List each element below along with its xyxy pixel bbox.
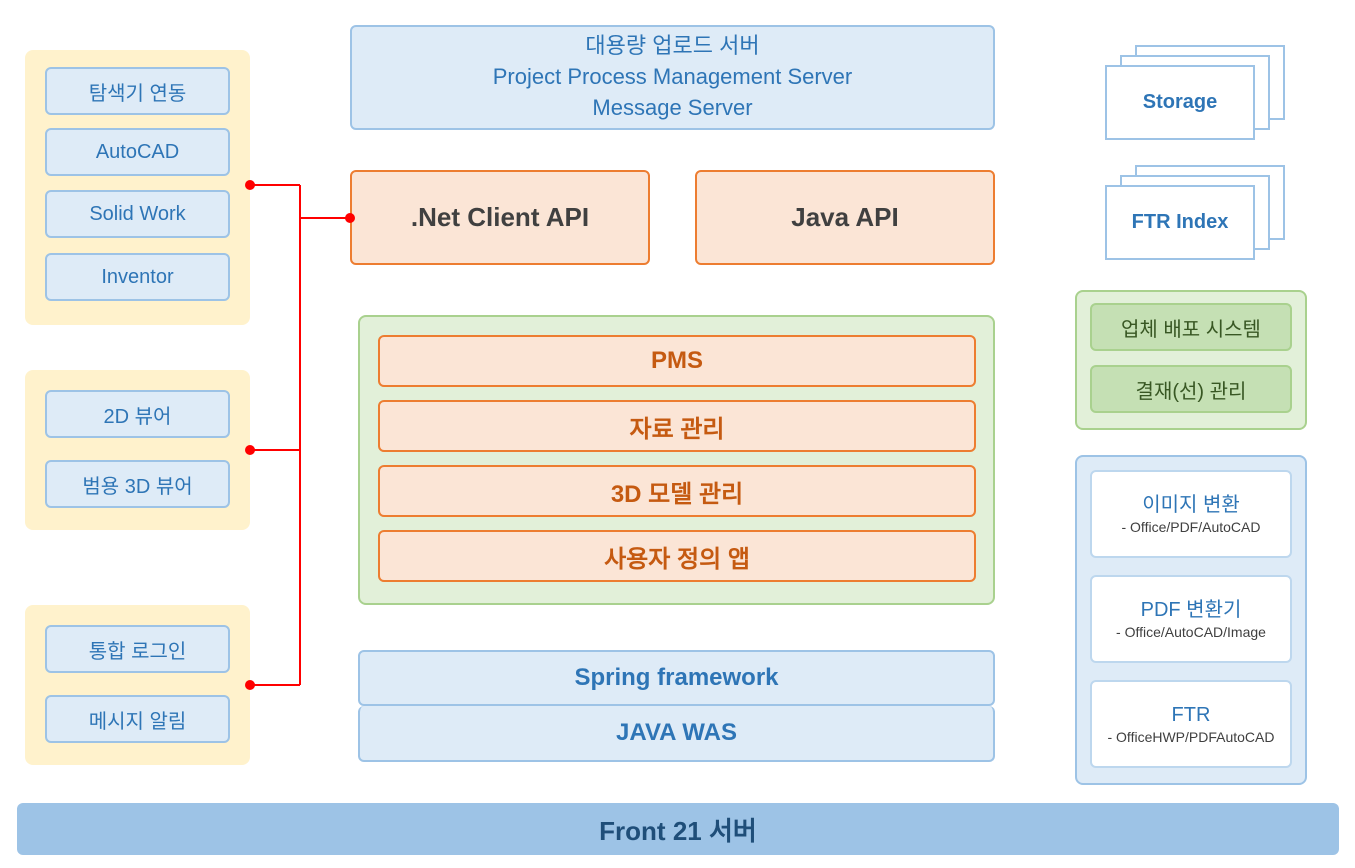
top-server-banner: 대용량 업로드 서버 Project Process Management Se… [350,25,995,130]
left-item-sso: 통합 로그인 [45,625,230,673]
ftr-title: FTR [1172,702,1211,728]
left-item-inventor: Inventor [45,253,230,301]
approval-mgmt-box: 결재(선) 관리 [1090,365,1292,413]
left-item-solidwork: Solid Work [45,190,230,238]
ftr-box: FTR - OfficeHWP/PDFAutoCAD [1090,680,1292,768]
ftr-label: FTR Index [1105,185,1255,260]
image-convert-box: 이미지 변환 - Office/PDF/AutoCAD [1090,470,1292,558]
storage-stack: Storage [1105,45,1295,140]
ftr-index-stack: FTR Index [1105,165,1295,260]
storage-label: Storage [1105,65,1255,140]
banner-line3: Message Server [592,93,752,124]
spring-framework-box: Spring framework [358,650,995,706]
left-item-autocad: AutoCAD [45,128,230,176]
module-custom-app: 사용자 정의 앱 [378,530,976,582]
pdf-convert-box: PDF 변환기 - Office/AutoCAD/Image [1090,575,1292,663]
left-item-3d-viewer: 범용 3D 뷰어 [45,460,230,508]
image-convert-title: 이미지 변환 [1142,492,1240,518]
module-3d-mgmt: 3D 모델 관리 [378,465,976,517]
vendor-dist-box: 업체 배포 시스템 [1090,303,1292,351]
ftr-sub: - OfficeHWP/PDFAutoCAD [1107,728,1274,746]
pdf-convert-sub: - Office/AutoCAD/Image [1116,623,1266,641]
front21-server-bar: Front 21 서버 [17,803,1339,855]
image-convert-sub: - Office/PDF/AutoCAD [1121,518,1260,536]
left-item-message: 메시지 알림 [45,695,230,743]
pdf-convert-title: PDF 변환기 [1141,597,1242,623]
java-api-box: Java API [695,170,995,265]
dotnet-api-box: .Net Client API [350,170,650,265]
module-data-mgmt: 자료 관리 [378,400,976,452]
module-pms: PMS [378,335,976,387]
left-item-2d-viewer: 2D 뷰어 [45,390,230,438]
banner-line1: 대용량 업로드 서버 [585,31,759,62]
left-item-explorer: 탐색기 연동 [45,67,230,115]
banner-line2: Project Process Management Server [493,62,853,93]
java-was-box: JAVA WAS [358,706,995,762]
